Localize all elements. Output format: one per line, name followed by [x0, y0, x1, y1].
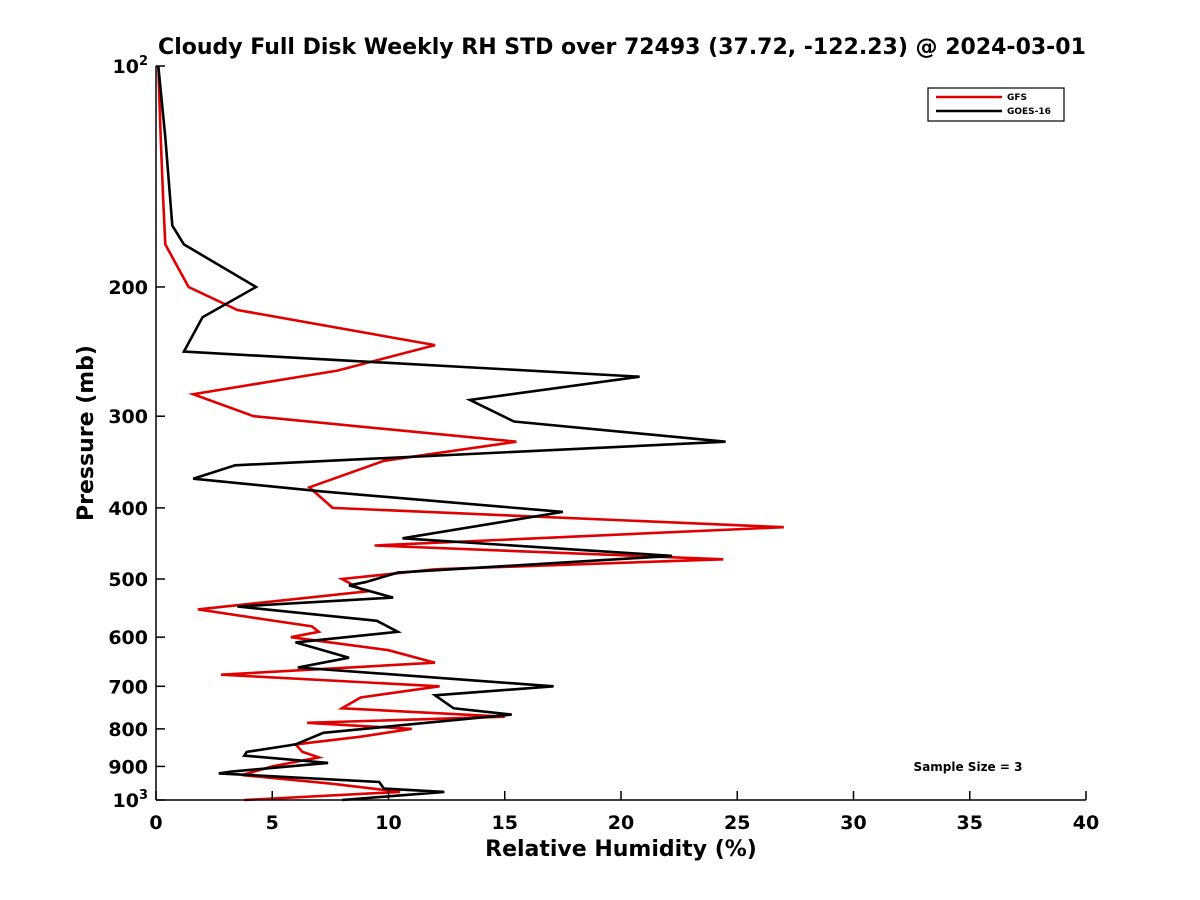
x-tick-label: 25 [724, 812, 750, 834]
y-tick-label: 700 [108, 676, 148, 698]
y-tick-label: 200 [108, 277, 148, 299]
x-tick-label: 35 [957, 812, 983, 834]
y-tick-label: 300 [108, 406, 148, 428]
y-tick-label: 400 [108, 498, 148, 520]
legend-box [927, 87, 1065, 122]
series-layer [157, 65, 784, 802]
sample-size-annotation: Sample Size = 3 [914, 760, 1023, 774]
y-tick-label: 102 [113, 54, 149, 78]
x-tick-label: 40 [1073, 812, 1099, 834]
legend-entry-goes16: GOES-16 [936, 107, 1051, 117]
x-tick-label: 0 [149, 812, 162, 834]
legend-label-gfs: GFS [1007, 93, 1027, 103]
y-tick-label: 500 [108, 569, 148, 591]
y-tick-label: 800 [108, 719, 148, 741]
y-tick-label: 600 [108, 627, 148, 649]
plot-area: 0 5 10 15 20 25 30 35 40 102 200 300 400 500 600 700 80… [108, 54, 1099, 834]
legend: GFS GOES-16 [927, 87, 1065, 122]
x-tick-label: 10 [375, 812, 401, 834]
y-axis-label: Pressure (mb) [74, 345, 99, 521]
series-line-goes16 [157, 65, 726, 802]
x-tick-label: 15 [492, 812, 518, 834]
legend-label-goes16: GOES-16 [1007, 107, 1051, 117]
y-ticks: 102 200 300 400 500 600 700 800 900 103 [108, 54, 165, 812]
x-tick-label: 20 [608, 812, 634, 834]
x-tick-label: 5 [266, 812, 279, 834]
y-tick-label: 900 [108, 756, 148, 778]
series-line-gfs [157, 65, 784, 802]
x-axis-label: Relative Humidity (%) [485, 837, 757, 862]
x-ticks: 0 5 10 15 20 25 30 35 40 [149, 791, 1099, 834]
y-tick-label: 103 [113, 788, 149, 812]
x-tick-label: 30 [840, 812, 866, 834]
chart-title: Cloudy Full Disk Weekly RH STD over 7249… [158, 35, 1086, 60]
legend-entry-gfs: GFS [936, 93, 1027, 103]
